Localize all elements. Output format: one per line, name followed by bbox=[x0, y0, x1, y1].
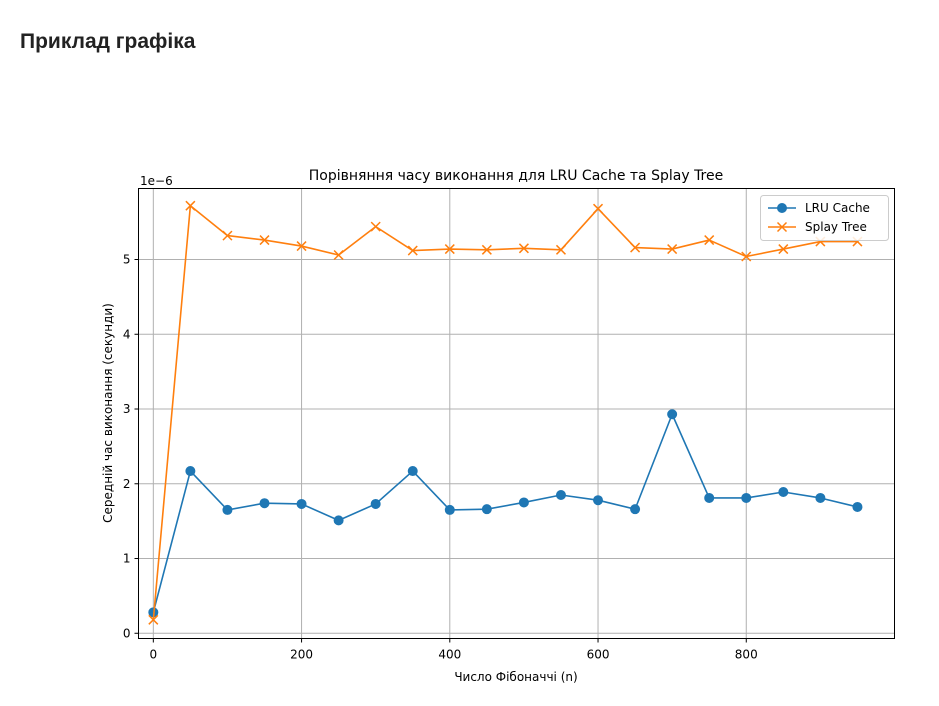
data-point-splay-tree bbox=[778, 244, 789, 255]
data-point-splay-tree bbox=[259, 235, 270, 246]
x-marker-stroke bbox=[296, 241, 307, 252]
data-point-lru-cache bbox=[407, 466, 418, 477]
legend: LRU Cache Splay Tree bbox=[760, 195, 889, 241]
data-point-splay-tree bbox=[592, 203, 604, 214]
x-marker-stroke bbox=[185, 200, 196, 211]
plot-frame bbox=[138, 188, 895, 639]
data-point-splay-tree bbox=[704, 235, 715, 246]
y-tick-label: 2 bbox=[123, 477, 131, 491]
y-tick-label: 1 bbox=[123, 552, 131, 566]
data-point-lru-cache bbox=[741, 492, 752, 503]
x-tick-label: 200 bbox=[290, 648, 313, 662]
data-point-lru-cache bbox=[778, 486, 789, 497]
data-point-lru-cache bbox=[259, 498, 270, 509]
data-point-splay-tree bbox=[741, 251, 752, 262]
x-marker-stroke bbox=[222, 230, 233, 241]
x-tick-label: 600 bbox=[587, 648, 610, 662]
y-axis-label: Середній час виконання (секунди) bbox=[101, 303, 115, 523]
legend-item-splay-tree: Splay Tree bbox=[768, 220, 867, 234]
y-tick-label: 5 bbox=[123, 253, 131, 267]
data-point-splay-tree bbox=[296, 241, 307, 252]
data-point-splay-tree bbox=[407, 245, 418, 256]
legend-marker bbox=[777, 203, 787, 213]
data-point-lru-cache bbox=[555, 489, 566, 500]
x-marker-stroke bbox=[741, 251, 752, 262]
data-point-splay-tree bbox=[444, 244, 455, 255]
legend-label: Splay Tree bbox=[805, 220, 867, 234]
data-point-lru-cache bbox=[667, 409, 678, 420]
data-point-lru-cache bbox=[630, 504, 641, 515]
chart-title: Порівняння часу виконання для LRU Cache … bbox=[309, 168, 723, 184]
x-marker-stroke bbox=[444, 244, 455, 255]
x-marker-stroke bbox=[555, 244, 567, 255]
data-point-splay-tree bbox=[185, 200, 196, 211]
series-layer bbox=[148, 200, 863, 625]
data-point-lru-cache bbox=[815, 492, 826, 503]
data-point-splay-tree bbox=[630, 242, 641, 253]
legend-item-lru-cache: LRU Cache bbox=[768, 201, 870, 215]
data-point-splay-tree bbox=[555, 244, 567, 255]
legend-label: LRU Cache bbox=[805, 201, 870, 215]
data-point-lru-cache bbox=[185, 466, 196, 477]
x-marker-stroke bbox=[407, 245, 418, 256]
x-tick-label: 0 bbox=[150, 648, 158, 662]
data-point-splay-tree bbox=[148, 614, 159, 625]
data-point-splay-tree bbox=[222, 230, 233, 241]
data-point-splay-tree bbox=[370, 221, 381, 232]
data-point-lru-cache bbox=[481, 504, 492, 515]
x-marker-stroke bbox=[778, 244, 789, 255]
data-point-lru-cache bbox=[852, 501, 863, 512]
x-tick-label: 400 bbox=[438, 648, 461, 662]
data-point-splay-tree bbox=[518, 243, 529, 254]
data-point-lru-cache bbox=[704, 492, 715, 503]
x-marker-stroke bbox=[630, 242, 641, 253]
x-marker-stroke bbox=[148, 614, 159, 625]
legend-box bbox=[760, 195, 889, 241]
series-lru-cache bbox=[148, 409, 863, 618]
x-marker-stroke bbox=[370, 221, 381, 232]
x-marker-stroke bbox=[333, 249, 344, 261]
series-line-lru-cache bbox=[152, 413, 858, 613]
grid-lines bbox=[138, 188, 895, 639]
data-point-splay-tree bbox=[667, 244, 678, 255]
data-point-splay-tree bbox=[481, 244, 492, 255]
series-line-splay-tree bbox=[152, 204, 858, 620]
data-point-lru-cache bbox=[593, 495, 604, 506]
y-tick-label: 3 bbox=[123, 402, 131, 416]
legend-marker bbox=[776, 221, 788, 233]
y-tick-label: 0 bbox=[123, 626, 131, 640]
x-marker-stroke bbox=[481, 244, 492, 255]
data-point-lru-cache bbox=[296, 498, 307, 509]
x-marker-stroke bbox=[667, 244, 678, 255]
data-point-lru-cache bbox=[444, 504, 455, 515]
x-marker-stroke bbox=[704, 235, 715, 246]
x-axis-label: Число Фібоначчі (n) bbox=[454, 670, 577, 684]
y-tick-label: 4 bbox=[123, 327, 131, 341]
data-point-lru-cache bbox=[333, 515, 344, 526]
data-point-lru-cache bbox=[518, 497, 529, 508]
data-point-lru-cache bbox=[370, 498, 381, 509]
x-marker-stroke bbox=[259, 235, 270, 246]
series-splay-tree bbox=[148, 200, 863, 625]
data-point-lru-cache bbox=[222, 504, 233, 515]
x-marker-stroke bbox=[776, 221, 788, 233]
x-marker-stroke bbox=[592, 203, 604, 214]
x-marker-stroke bbox=[518, 243, 529, 254]
axis-ticks: 0 200 400 600 800 0 1 2 3 4 5 bbox=[123, 253, 758, 662]
y-offset-label: 1e−6 bbox=[140, 174, 173, 188]
x-tick-label: 800 bbox=[735, 648, 758, 662]
page-heading: Приклад графіка bbox=[20, 30, 196, 53]
data-point-splay-tree bbox=[333, 249, 344, 261]
